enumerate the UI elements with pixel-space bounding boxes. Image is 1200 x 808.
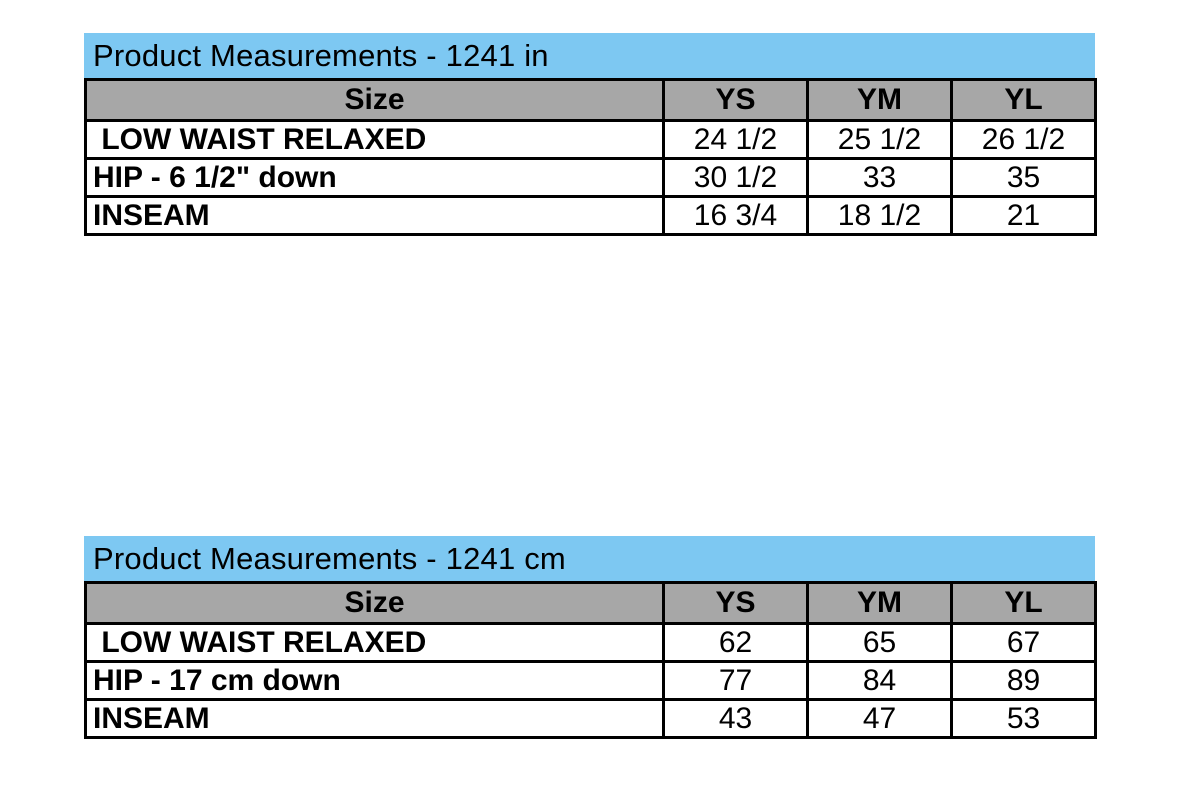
cell-value: 89 <box>950 660 1097 701</box>
size-column-header: Size <box>84 78 665 122</box>
measurement-chart-centimeters: Product Measurements - 1241 cm Size YS Y… <box>84 536 1097 739</box>
table-row: HIP - 17 cm down 77 84 89 <box>84 660 1097 701</box>
cell-value: 21 <box>950 195 1097 236</box>
table-row: HIP - 6 1/2" down 30 1/2 33 35 <box>84 157 1097 198</box>
row-label: INSEAM <box>84 195 665 236</box>
table-row: INSEAM 16 3/4 18 1/2 21 <box>84 195 1097 236</box>
cell-value: 26 1/2 <box>950 119 1097 160</box>
cell-value: 43 <box>662 698 809 739</box>
cell-value: 25 1/2 <box>806 119 953 160</box>
column-header-ym: YM <box>806 581 953 625</box>
table-row: LOW WAIST RELAXED 24 1/2 25 1/2 26 1/2 <box>84 119 1097 160</box>
column-header-ym: YM <box>806 78 953 122</box>
row-label: INSEAM <box>84 698 665 739</box>
cell-value: 18 1/2 <box>806 195 953 236</box>
chart-title-bar: Product Measurements - 1241 cm <box>84 536 1095 581</box>
cell-value: 65 <box>806 622 953 663</box>
cell-value: 33 <box>806 157 953 198</box>
measurements-table: Size YS YM YL LOW WAIST RELAXED 24 1/2 2… <box>84 78 1097 236</box>
cell-value: 24 1/2 <box>662 119 809 160</box>
cell-value: 53 <box>950 698 1097 739</box>
measurement-chart-inches: Product Measurements - 1241 in Size YS Y… <box>84 33 1097 236</box>
row-label: LOW WAIST RELAXED <box>84 622 665 663</box>
row-label: HIP - 17 cm down <box>84 660 665 701</box>
chart-title: Product Measurements - 1241 cm <box>93 540 566 576</box>
measurements-table: Size YS YM YL LOW WAIST RELAXED 62 65 67… <box>84 581 1097 739</box>
column-header-ys: YS <box>662 78 809 122</box>
table-row: INSEAM 43 47 53 <box>84 698 1097 739</box>
chart-title: Product Measurements - 1241 in <box>93 37 549 73</box>
column-header-yl: YL <box>950 581 1097 625</box>
table-row: LOW WAIST RELAXED 62 65 67 <box>84 622 1097 663</box>
row-label: LOW WAIST RELAXED <box>84 119 665 160</box>
cell-value: 35 <box>950 157 1097 198</box>
cell-value: 84 <box>806 660 953 701</box>
cell-value: 30 1/2 <box>662 157 809 198</box>
chart-title-bar: Product Measurements - 1241 in <box>84 33 1095 78</box>
size-column-header: Size <box>84 581 665 625</box>
column-header-yl: YL <box>950 78 1097 122</box>
column-header-ys: YS <box>662 581 809 625</box>
header-row: Size YS YM YL <box>84 78 1097 122</box>
header-row: Size YS YM YL <box>84 581 1097 625</box>
cell-value: 47 <box>806 698 953 739</box>
cell-value: 67 <box>950 622 1097 663</box>
cell-value: 77 <box>662 660 809 701</box>
row-label: HIP - 6 1/2" down <box>84 157 665 198</box>
cell-value: 62 <box>662 622 809 663</box>
cell-value: 16 3/4 <box>662 195 809 236</box>
